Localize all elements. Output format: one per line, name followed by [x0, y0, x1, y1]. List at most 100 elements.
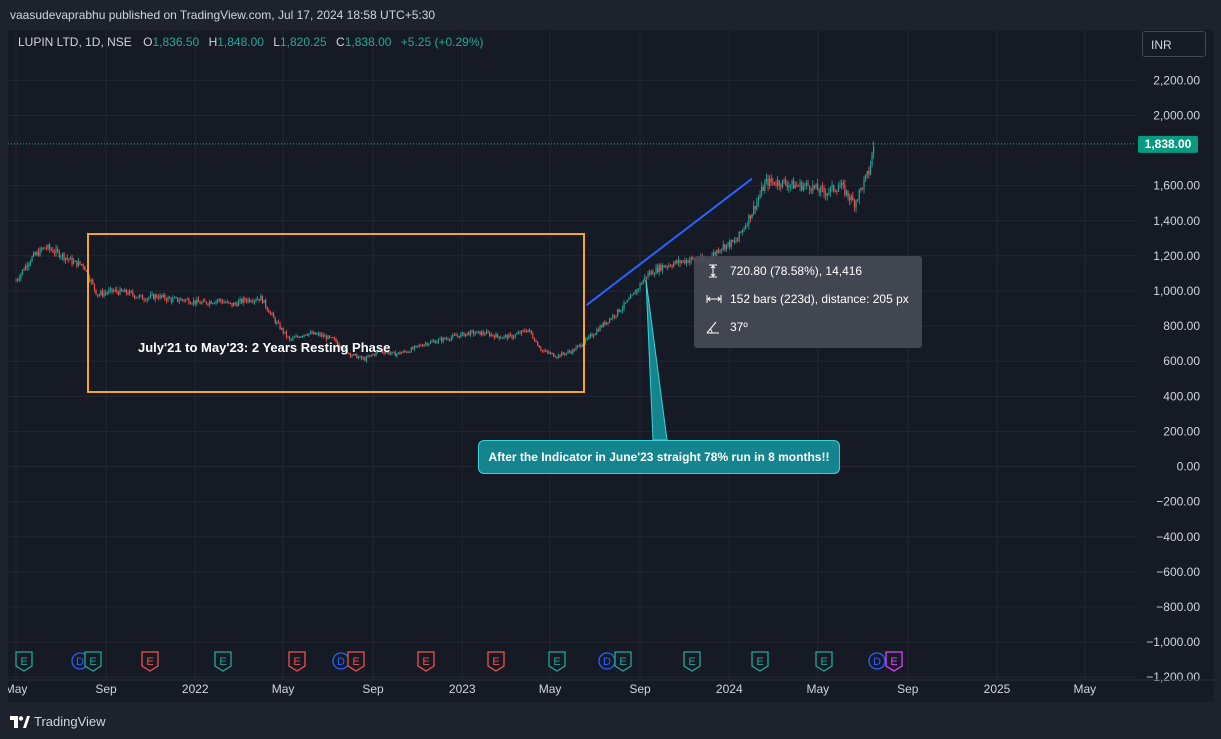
candle-body	[373, 354, 376, 356]
candle-body	[759, 194, 761, 199]
candle-body	[530, 330, 532, 334]
measure-bars-row: 152 bars (223d), distance: 205 px	[706, 292, 909, 306]
candle-body	[241, 299, 243, 303]
candle-body	[431, 341, 433, 343]
candle-body	[338, 344, 340, 347]
candle-body	[236, 303, 238, 306]
time-tick-label: Sep	[95, 682, 117, 696]
dividend-marker-label: D	[603, 656, 611, 668]
candle-body	[511, 335, 513, 339]
candle-body	[669, 265, 672, 267]
dividend-marker-label: D	[337, 656, 345, 668]
candle-body	[388, 351, 390, 355]
chart-pane[interactable]: 2,200.00 2,000.00 1,600.00 1,400.00 1,200.00…	[8, 30, 1214, 702]
candle-body	[418, 345, 420, 347]
symbol-legend[interactable]: LUPIN LTD, 1D, NSE O1,836.50 H1,848.00 L…	[18, 35, 490, 49]
candle-body	[687, 260, 689, 263]
callout-annotation[interactable]: After the Indicator in June'23 straight …	[478, 440, 840, 474]
candle-body	[802, 185, 804, 191]
candle-body	[133, 295, 136, 298]
candle-body	[394, 352, 396, 357]
candle-body	[804, 184, 806, 186]
candle-body	[653, 273, 656, 275]
candle-body	[188, 299, 190, 304]
candle-body	[746, 224, 748, 226]
candle-body	[279, 323, 281, 330]
candle-body	[423, 344, 425, 347]
candle-body	[156, 295, 158, 298]
candle-body	[714, 252, 716, 255]
candle-body	[612, 315, 614, 319]
candle-body	[586, 338, 588, 340]
candle-body	[143, 299, 145, 301]
candle-body	[386, 351, 388, 353]
candle-body	[773, 181, 776, 185]
candle-body	[397, 352, 400, 354]
candle-body	[20, 273, 22, 279]
time-tick-label: May	[1073, 682, 1096, 696]
price-tick-label: −600.00	[1156, 565, 1200, 579]
candle-body	[615, 315, 617, 317]
price-axis[interactable]: 2,200.00 2,000.00 1,600.00 1,400.00 1,200.00…	[1146, 73, 1200, 684]
candle-body	[601, 325, 603, 327]
candle-body	[266, 307, 268, 311]
earnings-marker-label: E	[20, 656, 27, 668]
candle-body	[37, 251, 40, 256]
candle-body	[74, 260, 76, 262]
candle-body	[23, 269, 25, 271]
candle-body	[178, 300, 180, 302]
candle-body	[637, 288, 640, 290]
candle-body	[127, 293, 129, 295]
candle-body	[117, 291, 120, 295]
candle-body	[141, 295, 144, 300]
candle-body	[473, 331, 475, 335]
candle-body	[391, 351, 393, 354]
candle-body	[343, 347, 345, 349]
candle-body	[437, 339, 440, 342]
candle-body	[476, 331, 478, 334]
candle-body	[109, 288, 112, 291]
candle-body	[157, 297, 160, 299]
price-chart[interactable]: 2,200.00 2,000.00 1,600.00 1,400.00 1,200.00…	[8, 30, 1214, 702]
candle-body	[554, 356, 556, 358]
candle-body	[330, 337, 332, 339]
candle-body	[63, 253, 65, 260]
earnings-marker	[487, 651, 505, 672]
candle-body	[865, 174, 867, 180]
candle-body	[604, 322, 606, 325]
candle-body	[657, 267, 659, 273]
price-tick-label: 1,000.00	[1153, 284, 1200, 298]
candle-body	[849, 196, 851, 201]
trend-line[interactable]	[586, 177, 753, 306]
candle-body	[349, 353, 352, 357]
candle-body	[124, 289, 126, 293]
candle-body	[484, 333, 486, 335]
candle-body	[815, 183, 817, 188]
callout-pointer	[645, 279, 668, 441]
resting-phase-rectangle[interactable]	[87, 233, 585, 393]
candle-body	[260, 295, 262, 301]
resting-phase-label[interactable]: July'21 to May'23: 2 Years Resting Phase	[138, 340, 391, 355]
tradingview-logo[interactable]: TradingView	[10, 714, 106, 729]
currency-button[interactable]: INR	[1142, 31, 1206, 57]
candle-body	[535, 341, 537, 343]
candle-body	[215, 300, 217, 303]
publish-info: vaasudevaprabhu published on TradingView…	[10, 8, 436, 22]
candle-body	[724, 244, 726, 250]
candle-body	[565, 352, 568, 355]
candle-body	[245, 300, 248, 302]
time-tick-label: Sep	[362, 682, 384, 696]
candle-body	[684, 260, 686, 264]
time-axis[interactable]: May Sep 2022 May Sep 2023 May Sep 2024 May Sep 2025…	[8, 679, 1214, 696]
candle-body	[685, 260, 688, 264]
candle-body	[210, 301, 212, 304]
candle-body	[717, 250, 720, 253]
candle-body	[489, 332, 491, 336]
candle-body	[421, 345, 424, 347]
candle-body	[89, 277, 91, 282]
candle-body	[596, 329, 598, 334]
candle-body	[772, 181, 774, 183]
candle-body	[356, 354, 358, 359]
candle-body	[533, 338, 536, 342]
open-value: 1,836.50	[152, 35, 200, 49]
